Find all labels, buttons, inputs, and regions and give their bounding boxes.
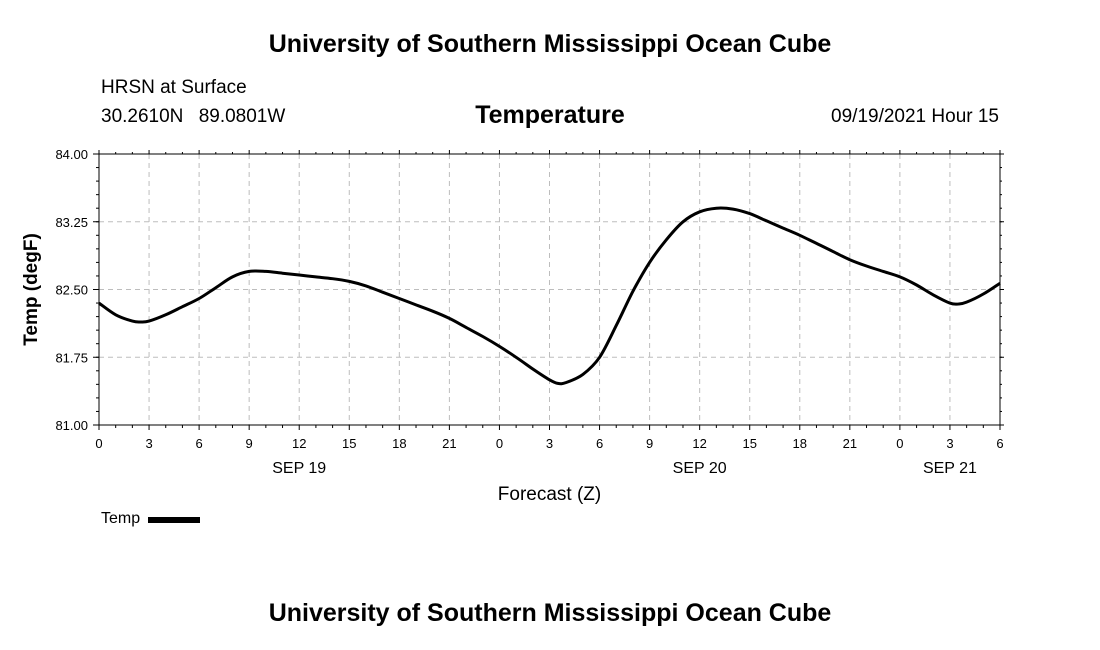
x-tick-label: 12 [692, 436, 706, 451]
x-tick-label: 18 [392, 436, 406, 451]
x-tick-label: 15 [742, 436, 756, 451]
legend: Temp [101, 510, 201, 528]
x-axis-title: Forecast (Z) [498, 484, 601, 505]
x-tick-label: 6 [596, 436, 603, 451]
x-tick-label: 0 [896, 436, 903, 451]
x-tick-label: 3 [946, 436, 953, 451]
page-title: University of Southern Mississippi Ocean… [268, 30, 832, 58]
tick-labels: 0 3 6 9 12 15 18 21 0 3 6 9 12 15 18 21 0 3 6 81.00 81.75 82.… [55, 147, 1003, 477]
y-tick-label: 84.00 [55, 147, 88, 162]
x-tick-label: 21 [442, 436, 456, 451]
x-tick-label: 6 [195, 436, 202, 451]
series [98, 206, 1001, 386]
x-tick-label: 12 [292, 436, 306, 451]
x-tick-label: 0 [95, 436, 102, 451]
x-tick-label: 0 [496, 436, 503, 451]
series-line-temp [98, 206, 1001, 386]
y-tick-label: 82.50 [55, 283, 88, 298]
x-tick-label: 3 [546, 436, 553, 451]
x-tick-label: 3 [145, 436, 152, 451]
y-tick-label: 83.25 [55, 215, 88, 230]
x-tick-label: 9 [646, 436, 653, 451]
forecast-datetime: 09/19/2021 Hour 15 [831, 106, 999, 127]
footer-title: University of Southern Mississippi Ocean… [268, 599, 832, 627]
x-date-label: SEP 21 [923, 460, 977, 477]
x-tick-label: 21 [843, 436, 857, 451]
x-tick-label: 15 [342, 436, 356, 451]
x-tick-label: 9 [246, 436, 253, 451]
longitude: 89.0801W [198, 106, 286, 127]
ticks [93, 150, 1004, 430]
x-tick-label: 18 [793, 436, 807, 451]
y-axis-title: Temp (degF) [21, 233, 42, 346]
x-date-label: SEP 19 [272, 460, 326, 477]
legend-swatch-temp [148, 517, 201, 523]
y-tick-label: 81.00 [55, 418, 88, 433]
chart-title: Temperature [475, 101, 625, 129]
x-date-label: SEP 20 [673, 460, 727, 477]
y-tick-label: 81.75 [55, 350, 88, 365]
grid [99, 154, 1000, 425]
latitude: 30.2610N [101, 106, 184, 127]
station-label: HRSN at Surface [101, 77, 247, 98]
legend-label-temp: Temp [101, 510, 141, 527]
coordinates: 30.2610N 89.0801W [101, 106, 295, 128]
x-tick-label: 6 [996, 436, 1003, 451]
